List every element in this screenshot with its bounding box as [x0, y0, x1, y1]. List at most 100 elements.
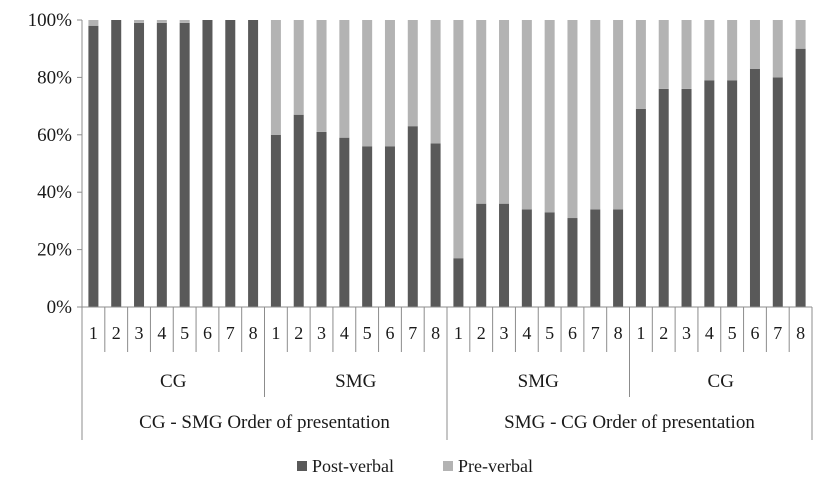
bar-pre-verbal	[704, 20, 715, 81]
bar-post-verbal	[772, 77, 783, 308]
x-tick-label: 2	[294, 323, 303, 343]
bar-pre-verbal	[156, 20, 167, 23]
bar-post-verbal	[134, 22, 145, 308]
bar-pre-verbal	[339, 20, 350, 138]
bar-post-verbal	[179, 22, 190, 308]
x-group-label: SMG	[518, 371, 559, 392]
x-group-label: CG	[708, 371, 735, 392]
bar-post-verbal	[202, 20, 213, 307]
x-tick-label: 2	[112, 323, 121, 343]
bar-pre-verbal	[384, 20, 395, 147]
bar-pre-verbal	[544, 20, 555, 213]
x-tick-label: 1	[271, 323, 280, 343]
bar-post-verbal	[407, 126, 418, 307]
bar-pre-verbal	[476, 20, 487, 204]
x-tick-label: 6	[203, 323, 212, 343]
bar-post-verbal	[704, 80, 715, 308]
x-tick-label: 7	[591, 323, 600, 343]
bar-pre-verbal	[407, 20, 418, 127]
bar-post-verbal	[521, 209, 532, 307]
bar-pre-verbal	[635, 20, 646, 109]
bar-post-verbal	[453, 258, 464, 307]
x-group-label: CG	[160, 371, 187, 392]
bar-post-verbal	[293, 114, 304, 308]
x-tick-label: 8	[249, 323, 258, 343]
x-tick-label: 3	[682, 323, 691, 343]
bar-post-verbal	[316, 131, 327, 307]
x-supergroup-label: SMG - CG Order of presentation	[504, 412, 755, 433]
bar-post-verbal	[544, 212, 555, 307]
y-tick-label: 20%	[37, 240, 72, 261]
bar-post-verbal	[270, 134, 281, 307]
x-tick-label: 6	[568, 323, 577, 343]
bar-pre-verbal	[681, 20, 692, 89]
bar-post-verbal	[156, 22, 167, 308]
bar-pre-verbal	[316, 20, 327, 132]
y-tick-label: 80%	[37, 67, 72, 88]
bar-pre-verbal	[658, 20, 669, 89]
legend-swatch	[297, 461, 307, 471]
bar-pre-verbal	[179, 20, 190, 23]
bar-pre-verbal	[521, 20, 532, 210]
bar-post-verbal	[727, 80, 738, 308]
x-tick-label: 6	[385, 323, 394, 343]
bar-post-verbal	[567, 218, 578, 307]
bar-post-verbal	[476, 203, 487, 307]
x-tick-label: 1	[89, 323, 98, 343]
x-tick-label: 7	[773, 323, 782, 343]
bar-pre-verbal	[499, 20, 510, 204]
bar-pre-verbal	[270, 20, 281, 135]
bar-post-verbal	[384, 146, 395, 307]
bar-post-verbal	[225, 20, 236, 307]
bar-post-verbal	[749, 68, 760, 307]
y-tick-label: 40%	[37, 182, 72, 203]
x-tick-label: 1	[454, 323, 463, 343]
bar-pre-verbal	[749, 20, 760, 69]
x-tick-label: 3	[135, 323, 144, 343]
bar-post-verbal	[362, 146, 373, 307]
x-tick-label: 3	[500, 323, 509, 343]
x-tick-label: 2	[477, 323, 486, 343]
x-tick-label: 1	[636, 323, 645, 343]
bar-post-verbal	[111, 20, 122, 307]
bar-post-verbal	[590, 209, 601, 307]
y-tick-label: 0%	[47, 297, 73, 318]
x-tick-label: 2	[659, 323, 668, 343]
legend-swatch	[443, 461, 453, 471]
bar-post-verbal	[339, 137, 350, 307]
y-tick-label: 100%	[28, 10, 73, 31]
bar-pre-verbal	[795, 20, 806, 49]
x-supergroup-label: CG - SMG Order of presentation	[139, 412, 390, 433]
bar-pre-verbal	[567, 20, 578, 219]
bar-post-verbal	[613, 209, 624, 307]
bar-post-verbal	[658, 88, 669, 307]
bar-pre-verbal	[362, 20, 373, 147]
bar-post-verbal	[88, 25, 99, 308]
x-tick-label: 4	[340, 323, 349, 343]
bar-pre-verbal	[88, 20, 99, 26]
x-tick-label: 3	[317, 323, 326, 343]
x-tick-label: 8	[796, 323, 805, 343]
x-tick-label: 6	[750, 323, 759, 343]
bar-pre-verbal	[134, 20, 145, 23]
bar-pre-verbal	[430, 20, 441, 144]
bar-pre-verbal	[772, 20, 783, 78]
legend-label: Pre-verbal	[458, 456, 533, 476]
bar-pre-verbal	[453, 20, 464, 259]
bar-post-verbal	[681, 88, 692, 307]
x-group-label: SMG	[335, 371, 376, 392]
x-tick-label: 7	[226, 323, 235, 343]
bar-post-verbal	[795, 48, 806, 307]
x-tick-label: 8	[614, 323, 623, 343]
bar-pre-verbal	[613, 20, 624, 210]
bar-post-verbal	[635, 108, 646, 307]
bar-pre-verbal	[590, 20, 601, 210]
x-tick-label: 5	[363, 323, 372, 343]
bar-pre-verbal	[293, 20, 304, 115]
x-tick-label: 5	[180, 323, 189, 343]
x-tick-label: 7	[408, 323, 417, 343]
x-tick-label: 5	[545, 323, 554, 343]
x-tick-label: 4	[705, 323, 714, 343]
legend-label: Post-verbal	[312, 456, 394, 476]
